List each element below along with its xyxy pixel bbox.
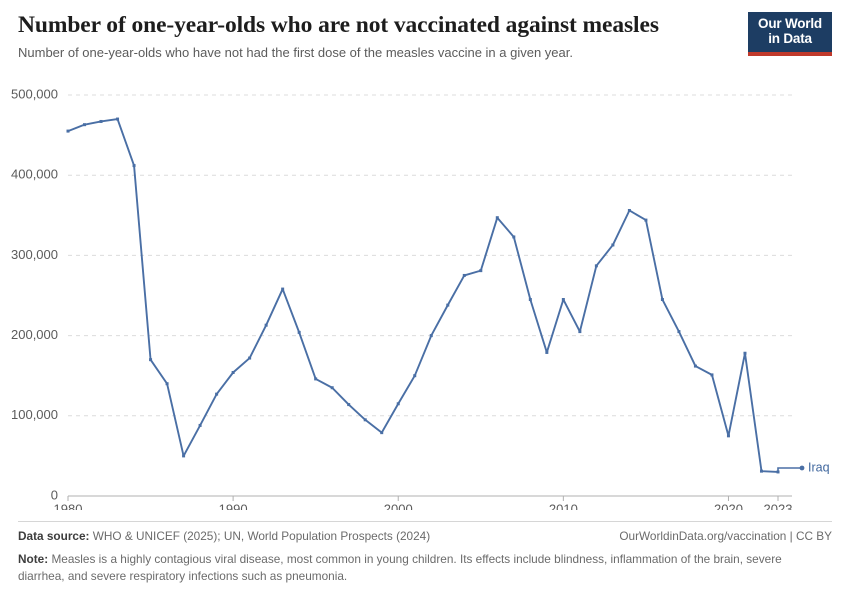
page-title: Number of one-year-olds who are not vacc… (18, 12, 659, 38)
data-point-marker[interactable] (264, 323, 268, 327)
owid-logo-line2: in Data (768, 31, 812, 46)
data-point-marker[interactable] (330, 386, 334, 390)
y-axis-tick-label: 0 (51, 487, 58, 502)
y-axis-tick-label: 300,000 (11, 247, 58, 262)
data-point-marker[interactable] (198, 423, 202, 427)
data-point-marker[interactable] (759, 469, 763, 473)
y-axis-tick-label: 200,000 (11, 327, 58, 342)
owid-logo[interactable]: Our World in Data (748, 12, 832, 56)
data-point-marker[interactable] (347, 403, 351, 407)
data-point-marker[interactable] (726, 434, 730, 438)
data-point-marker[interactable] (627, 208, 631, 212)
data-point-marker[interactable] (99, 119, 103, 123)
data-source-row: Data source: WHO & UNICEF (2025); UN, Wo… (18, 529, 832, 543)
chart-plot-area[interactable]: 0 100,000 200,000 300,000 400,000 500,000 1980… (0, 80, 850, 510)
data-point-marker[interactable] (594, 264, 598, 268)
data-source-text: Data source: WHO & UNICEF (2025); UN, Wo… (18, 529, 430, 543)
x-axis-tick-label: 2023 (764, 502, 793, 510)
data-point-marker[interactable] (413, 374, 417, 378)
data-point-marker[interactable] (644, 218, 648, 222)
data-point-marker[interactable] (660, 298, 664, 302)
data-point-marker[interactable] (396, 402, 400, 406)
data-point-marker[interactable] (611, 243, 615, 247)
note-label: Note: (18, 552, 49, 566)
data-point-marker[interactable] (297, 330, 301, 334)
y-axis-tick-label: 400,000 (11, 167, 58, 182)
owid-link[interactable]: OurWorldinData.org/vaccination | CC BY (619, 529, 832, 543)
series-line-iraq[interactable] (67, 118, 779, 473)
data-point-marker[interactable] (561, 298, 565, 302)
footer-divider (18, 521, 832, 522)
x-axis-tick-label: 1990 (219, 502, 248, 510)
data-point-marker[interactable] (578, 330, 582, 334)
data-point-marker[interactable] (182, 454, 186, 458)
data-point-marker[interactable] (363, 418, 367, 422)
data-point-marker[interactable] (446, 303, 450, 307)
x-axis-tick-label: 2010 (549, 502, 578, 510)
data-point-marker[interactable] (66, 129, 70, 133)
series-label-dot (799, 465, 805, 471)
data-source-label: Data source: (18, 529, 90, 543)
x-axis-tick-label: 2000 (384, 502, 413, 510)
chart-note: Note: Measles is a highly contagious vir… (18, 551, 818, 585)
y-axis-tick-label: 100,000 (11, 407, 58, 422)
data-point-marker[interactable] (314, 377, 318, 381)
chart-footer: Data source: WHO & UNICEF (2025); UN, Wo… (18, 521, 832, 585)
note-text: Measles is a highly contagious viral dis… (18, 552, 782, 584)
data-point-marker[interactable] (231, 370, 235, 374)
page-subtitle: Number of one-year-olds who have not had… (18, 45, 573, 61)
data-point-marker[interactable] (710, 373, 714, 377)
data-point-marker[interactable] (83, 123, 87, 127)
data-point-marker[interactable] (495, 216, 499, 220)
line-chart-svg[interactable]: 0 100,000 200,000 300,000 400,000 500,000 1980… (0, 80, 850, 510)
data-point-marker[interactable] (479, 269, 483, 273)
data-point-marker[interactable] (165, 382, 169, 386)
series-label-iraq[interactable]: Iraq (808, 460, 830, 474)
data-point-marker[interactable] (512, 235, 516, 239)
x-axis-tick-label: 1980 (54, 502, 83, 510)
series-label-connector (777, 467, 802, 472)
data-point-marker[interactable] (677, 330, 681, 334)
data-point-marker[interactable] (545, 350, 549, 354)
data-source-value: WHO & UNICEF (2025); UN, World Populatio… (92, 529, 431, 543)
owid-logo-line1: Our World (758, 16, 822, 32)
data-point-marker[interactable] (743, 351, 747, 355)
data-point-marker[interactable] (215, 392, 219, 396)
y-axis-tick-label: 500,000 (11, 86, 58, 101)
data-point-marker[interactable] (116, 117, 120, 121)
data-point-marker[interactable] (132, 164, 136, 168)
data-point-marker[interactable] (380, 431, 384, 435)
chart-header: Number of one-year-olds who are not vacc… (18, 12, 832, 74)
x-axis-tick-label: 2020 (714, 502, 743, 510)
data-point-marker[interactable] (429, 334, 433, 338)
data-point-marker[interactable] (693, 364, 697, 368)
data-point-marker[interactable] (528, 298, 532, 302)
data-point-marker[interactable] (248, 356, 252, 360)
data-point-marker[interactable] (149, 358, 153, 362)
data-point-marker[interactable] (281, 287, 285, 291)
data-point-marker[interactable] (462, 273, 466, 277)
